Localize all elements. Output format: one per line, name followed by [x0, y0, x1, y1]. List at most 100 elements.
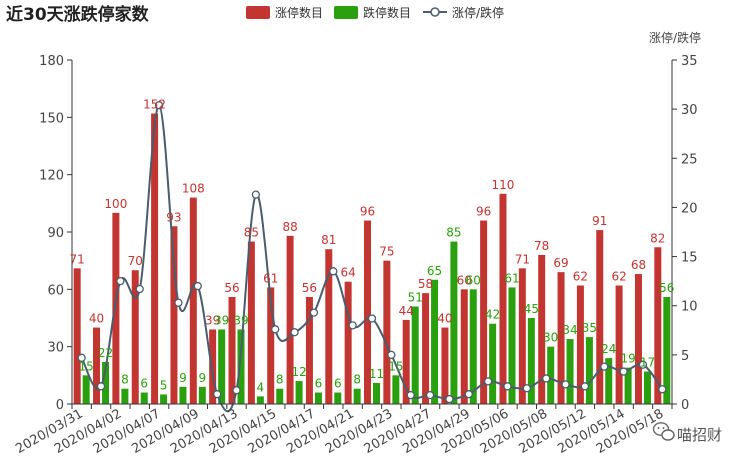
bar-limit-up	[480, 220, 488, 404]
y2-axis-name: 涨停/跌停	[649, 30, 701, 45]
bar-limit-up	[344, 281, 352, 404]
ratio-point	[406, 391, 415, 400]
bar-limit-up	[228, 296, 236, 404]
ratio-point	[329, 267, 338, 276]
wechat-icon	[652, 422, 675, 441]
ratio-point	[290, 328, 299, 337]
bar-limit-up	[402, 319, 410, 404]
data-label-limit-down: 4	[257, 380, 265, 394]
legend-label-ratio: 涨停/跌停	[452, 5, 504, 20]
data-label-limit-up: 88	[282, 220, 297, 234]
bar-limit-up	[422, 293, 430, 404]
ratio-point	[522, 384, 531, 393]
data-label-limit-down: 9	[179, 371, 187, 385]
data-labels: 7115402210087061525939108939395639854618…	[70, 98, 675, 395]
data-label-limit-up: 96	[360, 205, 375, 219]
ratio-point	[232, 386, 241, 395]
bar-limit-down	[121, 388, 129, 404]
data-label-limit-down: 56	[659, 281, 674, 295]
y-tick-label-left: 180	[39, 54, 64, 69]
bar-limit-down	[624, 367, 632, 404]
legend-swatch-limit-down	[334, 6, 358, 19]
y-tick-label-right: 25	[681, 152, 698, 167]
data-label-limit-up: 68	[631, 258, 646, 272]
data-label-limit-up: 152	[143, 98, 166, 112]
bar-limit-up	[557, 272, 565, 404]
bar-limit-up	[615, 285, 623, 404]
data-label-limit-down: 85	[446, 226, 461, 240]
bar-limit-up	[499, 193, 507, 404]
data-label-limit-down: 45	[524, 302, 539, 316]
bar-limit-down	[663, 296, 671, 404]
watermark: 喵招财	[652, 422, 722, 444]
ratio-point	[503, 382, 512, 391]
bar-limit-down	[276, 388, 284, 404]
data-label-limit-up: 40	[437, 312, 452, 326]
bar-limit-down	[566, 339, 574, 404]
bar-limit-down	[160, 394, 168, 404]
bar-limit-down	[198, 386, 206, 404]
y-tick-label-left: 60	[47, 283, 64, 298]
bar-limit-down	[431, 279, 439, 404]
bar-limit-up	[73, 268, 81, 404]
bar-limit-down	[295, 381, 303, 404]
legend-item-ratio[interactable]: 涨停/跌停	[423, 5, 504, 20]
data-label-limit-up: 39	[205, 313, 220, 327]
data-label-limit-up: 62	[611, 270, 626, 284]
y-axis-right: 0 5 10 15 20 25 30 35	[671, 54, 698, 413]
data-label-limit-down: 6	[315, 377, 323, 391]
bar-limit-down	[256, 396, 264, 404]
y-tick-label-left: 0	[56, 398, 64, 413]
bar-limit-down	[411, 306, 419, 404]
data-label-limit-down: 8	[276, 373, 284, 387]
data-label-limit-down: 5	[160, 378, 168, 392]
legend-marker-ratio	[430, 7, 440, 17]
legend-item-limit-up[interactable]: 涨停数目	[246, 5, 323, 20]
bar-limit-up	[634, 274, 642, 404]
ratio-point	[580, 382, 590, 391]
legend-item-limit-down[interactable]: 跌停数目	[334, 5, 411, 20]
bar-limit-down	[179, 386, 187, 404]
data-label-limit-down: 6	[334, 377, 342, 391]
legend[interactable]: 涨停数目 跌停数目 涨停/跌停	[246, 5, 504, 20]
bar-limit-up	[112, 212, 120, 404]
bar-limit-up	[383, 260, 391, 404]
ratio-point	[638, 360, 648, 369]
y-axis-left: 0 30 60 90 120 150 180	[39, 54, 73, 413]
ratio-point	[445, 394, 454, 404]
ratio-point	[213, 390, 222, 399]
data-label-limit-up: 60	[457, 273, 472, 287]
data-label-limit-down: 19	[620, 352, 635, 366]
data-label-limit-up: 81	[321, 233, 336, 247]
data-label-limit-down: 65	[427, 264, 442, 278]
data-label-limit-up: 82	[650, 231, 665, 245]
bar-limit-down	[334, 392, 342, 404]
data-label-limit-up: 91	[592, 214, 607, 228]
bar-limit-down	[82, 375, 90, 404]
data-label-limit-up: 40	[89, 312, 104, 326]
data-label-limit-up: 85	[244, 226, 259, 240]
legend-label-limit-up: 涨停数目	[275, 5, 323, 20]
data-label-limit-down: 22	[98, 346, 113, 360]
ratio-point	[619, 367, 628, 376]
bar-limit-down	[102, 361, 110, 404]
bar-limit-down	[353, 388, 361, 404]
y-tick-label-right: 10	[681, 300, 698, 315]
y-tick-label-left: 150	[39, 111, 64, 126]
y-tick-label-right: 30	[681, 103, 698, 118]
data-label-limit-up: 71	[70, 252, 85, 266]
ratio-point	[174, 298, 183, 307]
ratio-point	[542, 374, 551, 383]
ratio-point	[425, 391, 435, 400]
ratio-point	[116, 276, 125, 286]
bar-limit-down	[585, 337, 593, 404]
y-tick-label-right: 5	[681, 349, 689, 364]
chart-title: 近30天涨跌停家数	[6, 4, 150, 25]
ratio-point	[483, 377, 493, 386]
bar-limit-down	[450, 241, 458, 404]
data-label-limit-down: 15	[79, 359, 94, 373]
bar-limit-down	[392, 375, 400, 404]
y-tick-label-right: 35	[681, 54, 698, 69]
bar-limit-up	[209, 329, 217, 404]
